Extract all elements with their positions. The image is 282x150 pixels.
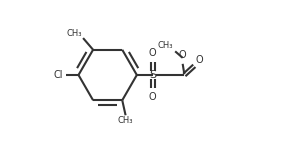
Text: S: S	[149, 70, 156, 80]
Text: O: O	[195, 55, 203, 65]
Text: CH₃: CH₃	[118, 116, 133, 125]
Text: O: O	[179, 50, 186, 60]
Text: O: O	[149, 92, 157, 102]
Text: CH₃: CH₃	[67, 28, 82, 38]
Text: Cl: Cl	[53, 70, 63, 80]
Text: CH₃: CH₃	[158, 40, 173, 50]
Text: O: O	[149, 48, 157, 58]
